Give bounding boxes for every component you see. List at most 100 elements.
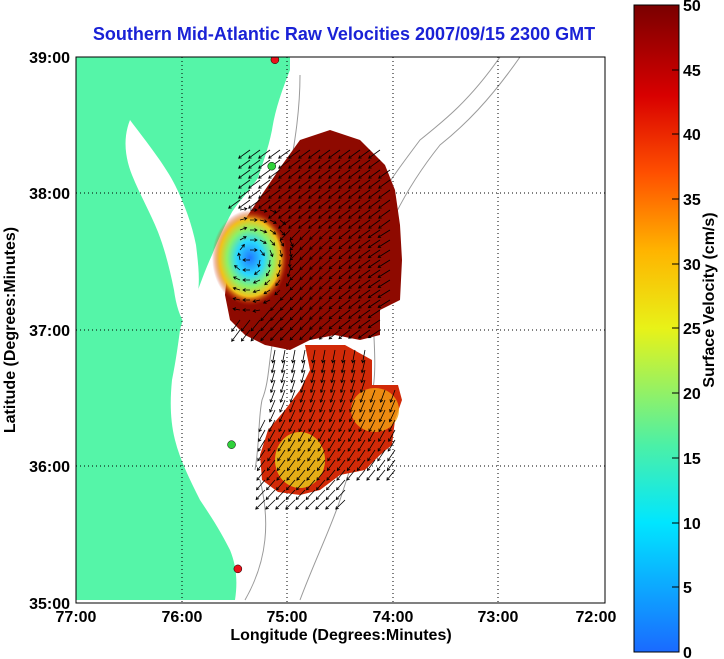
velocity-arrow — [379, 399, 386, 413]
station-marker — [227, 440, 236, 449]
velocity-arrow — [252, 309, 261, 313]
velocity-arrow — [359, 389, 366, 403]
colorbar-tick-label: 0 — [683, 645, 692, 659]
velocity-arrow — [369, 399, 376, 413]
velocity-arrow — [367, 259, 381, 269]
velocity-arrow — [348, 259, 361, 269]
velocity-arrow — [336, 459, 346, 472]
velocity-arrow — [309, 239, 321, 250]
velocity-arrow — [378, 209, 391, 219]
velocity-arrow — [348, 289, 361, 299]
velocity-arrow — [358, 429, 366, 443]
velocity-arrow — [248, 179, 261, 189]
velocity-arrow — [347, 439, 356, 452]
velocity-arrow — [368, 149, 381, 159]
velocity-arrow — [318, 159, 331, 169]
velocity-arrow — [358, 209, 371, 219]
x-tick-label: 76:00 — [162, 609, 203, 626]
velocity-arrow — [349, 399, 356, 413]
velocity-arrow — [367, 439, 376, 452]
velocity-arrow — [289, 299, 301, 311]
velocity-arrow — [287, 259, 292, 268]
x-axis: 77:00 76:00 75:00 74:00 73:00 72:00 Long… — [56, 609, 617, 644]
velocity-arrow — [280, 369, 286, 384]
velocity-arrow — [348, 159, 361, 169]
velocity-arrow — [299, 229, 311, 241]
velocity-arrow — [318, 179, 331, 189]
velocity-arrow — [368, 419, 376, 433]
velocity-arrow — [309, 229, 321, 240]
velocity-arrow — [359, 399, 366, 413]
velocity-arrow — [275, 499, 286, 510]
colorbar-label: Surface Velocity (cm/s) — [701, 212, 718, 387]
velocity-arrow — [262, 299, 271, 304]
velocity-arrow — [298, 179, 311, 189]
velocity-arrow — [278, 429, 286, 443]
velocity-arrow — [289, 319, 301, 331]
velocity-arrow — [338, 309, 351, 320]
velocity-arrow — [279, 399, 286, 413]
velocity-arrow — [318, 149, 331, 159]
velocity-arrow — [279, 249, 284, 258]
velocity-arrow — [367, 309, 381, 319]
velocity-arrow — [338, 269, 351, 280]
velocity-arrow — [325, 489, 336, 501]
velocity-arrow — [336, 469, 346, 481]
colorbar-tick-label: 5 — [683, 580, 692, 597]
velocity-arrow — [386, 459, 396, 472]
velocity-arrow — [348, 309, 361, 319]
velocity-arrow — [288, 149, 301, 159]
velocity-arrow — [348, 249, 361, 259]
velocity-arrow — [367, 239, 381, 249]
velocity-arrow — [377, 239, 391, 248]
velocity-arrow — [348, 319, 361, 329]
velocity-arrow — [358, 419, 366, 433]
velocity-arrow — [250, 208, 258, 212]
velocity-arrow — [298, 209, 311, 219]
velocity-arrow — [339, 379, 346, 394]
velocity-arrow — [242, 268, 250, 272]
velocity-arrow — [335, 489, 346, 501]
velocity-arrow — [270, 319, 281, 331]
velocity-arrow — [299, 389, 306, 403]
velocity-arrow — [270, 299, 281, 311]
velocity-arrow — [289, 239, 294, 248]
x-tick-label: 74:00 — [373, 609, 414, 626]
velocity-arrow — [328, 409, 336, 423]
velocity-arrow — [266, 459, 276, 472]
velocity-arrow — [338, 179, 351, 189]
velocity-arrow — [289, 269, 301, 281]
velocity-arrow — [288, 219, 301, 229]
velocity-arrow — [368, 409, 376, 423]
velocity-arrow — [278, 189, 291, 199]
velocity-arrow — [305, 499, 316, 510]
velocity-arrow — [359, 379, 366, 394]
velocity-arrow — [338, 319, 351, 330]
velocity-arrow — [309, 249, 321, 260]
velocity-arrow — [296, 479, 306, 491]
low-velocity-eddy — [212, 210, 288, 306]
velocity-arrow — [327, 439, 336, 452]
velocity-arrow — [348, 269, 361, 279]
velocity-arrow — [318, 219, 331, 229]
velocity-arrow — [279, 229, 291, 241]
velocity-arrow — [337, 439, 346, 452]
velocity-arrow — [258, 189, 271, 199]
velocity-arrow — [315, 489, 326, 501]
velocity-arrow — [289, 379, 296, 394]
velocity-arrow — [348, 219, 361, 229]
velocity-arrow — [278, 149, 291, 159]
velocity-arrow — [291, 349, 296, 364]
velocity-arrow — [325, 499, 336, 510]
velocity-arrow — [376, 459, 386, 472]
velocity-arrow — [338, 419, 346, 433]
velocity-arrow — [346, 469, 356, 481]
velocity-arrow — [269, 389, 276, 403]
velocity-arrow — [339, 399, 346, 413]
velocity-arrow — [340, 369, 346, 384]
velocity-arrow — [378, 169, 391, 179]
velocity-arrow — [308, 429, 316, 443]
velocity-arrow — [265, 489, 276, 501]
velocity-arrow — [308, 209, 321, 219]
velocity-arrow — [298, 149, 311, 159]
